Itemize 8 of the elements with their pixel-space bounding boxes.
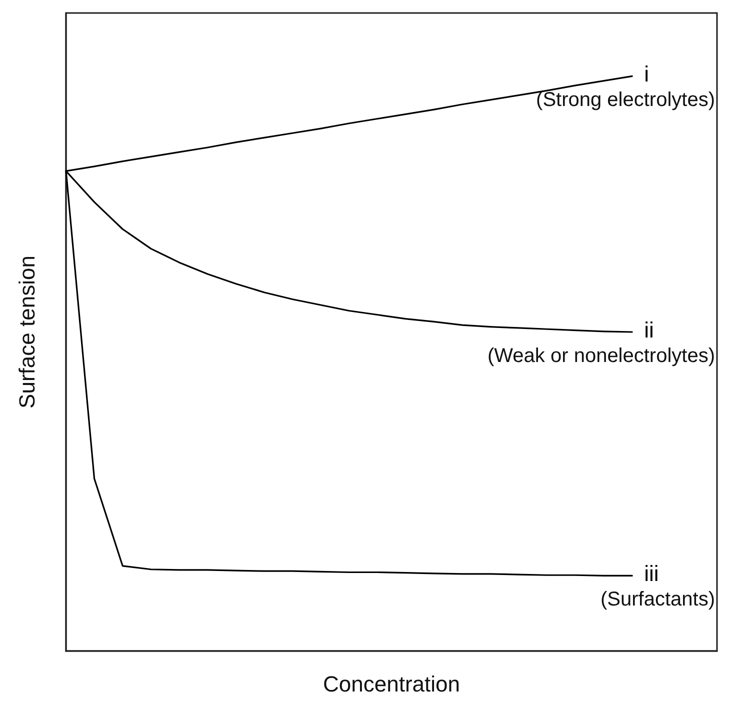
series-label: iii xyxy=(644,561,659,586)
series-label: ii xyxy=(644,318,654,342)
annotation: (Weak or nonelectrolytes) xyxy=(488,345,715,367)
series-label: i xyxy=(644,62,649,87)
annotation: (Surfactants) xyxy=(600,588,715,611)
annotation: (Strong electrolytes) xyxy=(536,89,715,112)
x-axis-title: Concentration xyxy=(323,672,460,696)
y-axis-title: Surface tension xyxy=(14,256,40,408)
